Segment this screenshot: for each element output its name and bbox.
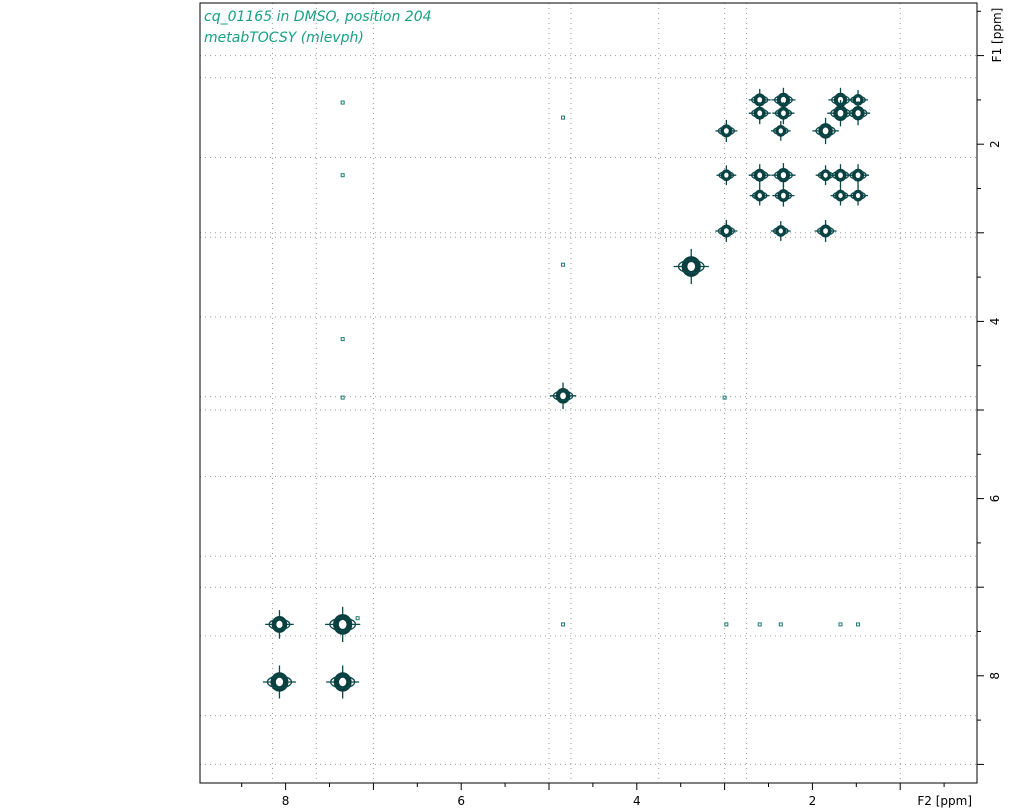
weak-contour-peak — [561, 115, 566, 120]
contour-peak — [748, 164, 771, 187]
contour-peaks — [262, 87, 871, 699]
title-line-1: cq_01165 in DMSO, position 204 — [204, 9, 432, 25]
weak-contour-peak — [340, 173, 345, 178]
contour-peak — [749, 185, 770, 206]
grid-lines — [200, 3, 977, 783]
contour-peak — [770, 221, 791, 241]
contour-peak — [848, 185, 868, 206]
y-axis-label: F1 [ppm] — [990, 8, 1004, 63]
contour-peak — [748, 88, 771, 111]
contour-peak — [262, 665, 296, 699]
contour-peak — [772, 102, 795, 125]
weak-contour-peak — [724, 622, 729, 627]
contour-peak — [771, 163, 796, 188]
y-tick-label: 6 — [988, 495, 1002, 503]
weak-contour-peak — [340, 337, 345, 342]
contour-peak — [830, 185, 851, 206]
axis-ticks: 8 6 4 2 2 4 6 8 — [241, 10, 1002, 808]
weak-contour-peak — [561, 622, 566, 627]
weak-contour-peak — [340, 395, 345, 400]
weak-contour-peak — [561, 262, 566, 267]
contour-peak — [772, 184, 795, 207]
contour-peak — [673, 248, 709, 285]
x-tick-label: 2 — [809, 794, 817, 808]
y-tick-label: 2 — [988, 140, 1002, 148]
x-tick-label: 8 — [282, 794, 290, 808]
weak-contour-peak — [778, 622, 783, 627]
y-tick-label: 4 — [988, 318, 1002, 326]
weak-contour-peak — [856, 622, 861, 627]
contour-peak — [716, 165, 737, 186]
weak-contour-peak — [340, 100, 345, 105]
contour-peak — [325, 606, 361, 643]
contour-peak — [549, 382, 577, 410]
weak-contour-peak — [355, 616, 360, 621]
x-axis-label: F2 [ppm] — [917, 794, 972, 808]
contour-peak — [845, 101, 871, 126]
contour-peak — [770, 121, 791, 141]
x-tick-label: 6 — [457, 794, 465, 808]
contour-peak — [815, 165, 836, 186]
contour-peak — [265, 610, 294, 639]
weak-contour-peak — [838, 622, 843, 627]
contour-peak — [848, 90, 868, 110]
weak-contour-peak — [722, 395, 727, 400]
title-line-2: metabTOCSY (mlevph) — [204, 30, 364, 46]
contour-peak — [847, 164, 870, 187]
contour-peak — [326, 665, 360, 699]
x-tick-label: 4 — [633, 794, 641, 808]
y-tick-label: 8 — [988, 672, 1002, 680]
contour-peak — [748, 102, 771, 125]
weak-contour-peak — [757, 622, 762, 627]
contour-peak — [715, 220, 738, 243]
plot-frame — [199, 2, 978, 784]
contour-peak — [814, 220, 837, 243]
contour-peak — [812, 117, 839, 145]
contour-peak — [715, 119, 738, 142]
